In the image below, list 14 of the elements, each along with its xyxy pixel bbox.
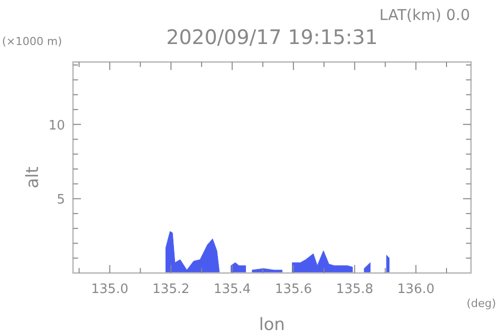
y-axis-title: alt bbox=[23, 166, 43, 188]
x-tick-label: 136.0 bbox=[397, 282, 434, 297]
x-axis-title: lon bbox=[259, 315, 285, 335]
x-tick-label: 135.8 bbox=[336, 282, 374, 297]
text: (deg) bbox=[466, 297, 496, 310]
text: (×1000 m) bbox=[2, 35, 62, 48]
y-tick-label: 5 bbox=[56, 192, 65, 208]
x-tick-label: 135.0 bbox=[91, 282, 128, 297]
y-tick-label: 10 bbox=[48, 118, 65, 134]
x-tick-label: 135.6 bbox=[274, 282, 312, 297]
chart-title: 2020/09/17 19:15:31 bbox=[166, 25, 378, 49]
x-tick-label: 135.4 bbox=[214, 282, 251, 297]
text: LAT(km) 0.0 bbox=[379, 6, 470, 24]
x-tick-label: 135.2 bbox=[152, 282, 190, 297]
